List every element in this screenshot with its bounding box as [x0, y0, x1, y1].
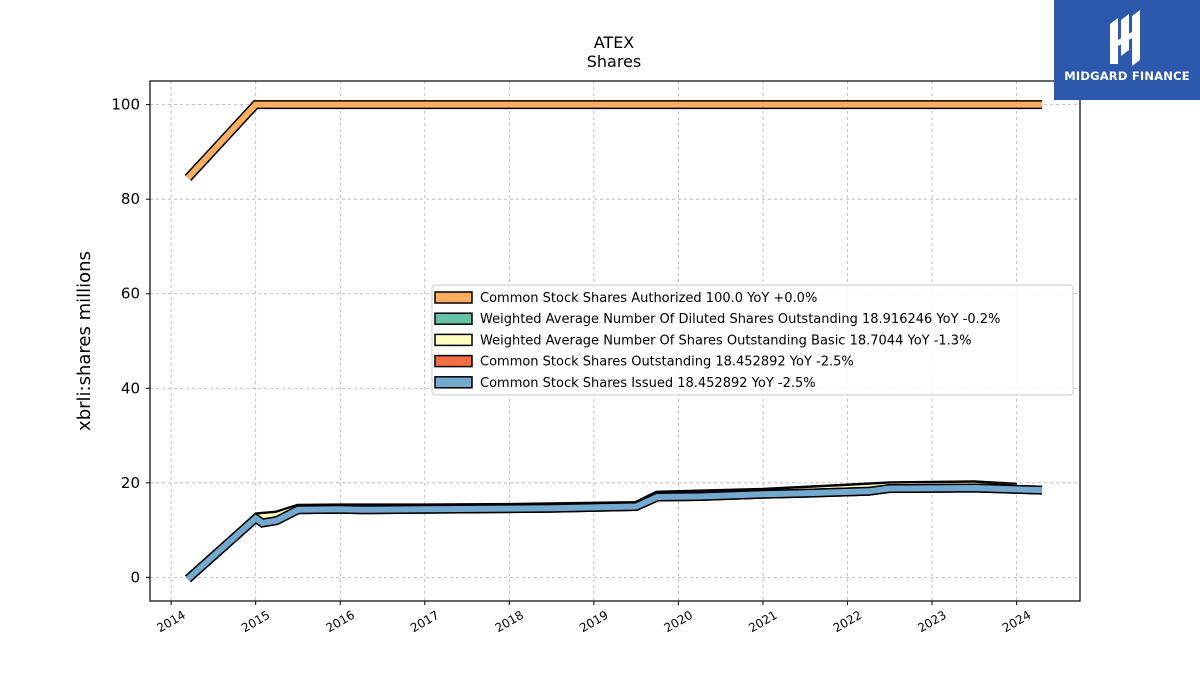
legend-label: Common Stock Shares Authorized 100.0 YoY… [480, 291, 817, 306]
x-tick-label: 2016 [324, 608, 357, 635]
series-line-0 [185, 101, 1042, 180]
legend-swatch [434, 291, 473, 304]
chart-subtitle: Shares [586, 52, 642, 71]
x-tick-label: 2021 [746, 608, 779, 635]
legend-swatch [434, 354, 473, 368]
y-tick-label: 80 [121, 190, 140, 208]
series-line-4 [186, 484, 1043, 582]
y-tick-label: 60 [121, 285, 140, 303]
legend-swatch [434, 333, 473, 347]
legend-label: Common Stock Shares Outstanding 18.45289… [480, 355, 854, 370]
y-axis-label: xbrli:shares millions [74, 251, 95, 431]
y-tick-label: 0 [130, 568, 140, 586]
y-tick-label: 20 [121, 474, 140, 492]
x-tick-label: 2018 [493, 608, 526, 635]
legend-swatch [434, 376, 473, 389]
series-outline-0 [184, 100, 1042, 181]
legend-label: Common Stock Shares Issued 18.452892 YoY… [480, 376, 816, 391]
y-tick-label: 40 [121, 379, 140, 397]
x-tick-label: 2024 [1000, 608, 1033, 635]
legend-swatch [434, 312, 473, 325]
legend-label: Weighted Average Number Of Diluted Share… [480, 312, 1000, 327]
logo-text: MIDGARD FINANCE [1064, 69, 1190, 83]
x-tick-label: 2022 [831, 608, 864, 635]
midgard-finance-logo: MIDGARD FINANCE [1054, 0, 1200, 100]
x-tick-label: 2014 [154, 608, 187, 635]
chart-title: ATEX [593, 33, 635, 52]
legend-label: Weighted Average Number Of Shares Outsta… [480, 333, 971, 348]
logo-mark-icon [1110, 10, 1140, 66]
x-tick-label: 2015 [239, 608, 272, 635]
x-tick-label: 2020 [662, 608, 695, 635]
plot-frame [149, 80, 1081, 602]
x-tick-label: 2017 [408, 608, 441, 635]
x-tick-label: 2023 [915, 608, 948, 635]
x-tick-label: 2019 [577, 608, 610, 635]
legend-box [431, 284, 1074, 396]
y-tick-label: 100 [111, 96, 140, 114]
